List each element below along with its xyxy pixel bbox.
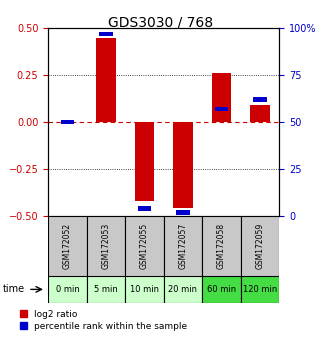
- Bar: [173, 122, 193, 209]
- Bar: [138, 206, 151, 211]
- Text: 10 min: 10 min: [130, 285, 159, 294]
- Text: GSM172057: GSM172057: [178, 223, 187, 269]
- Text: GSM172052: GSM172052: [63, 223, 72, 269]
- FancyBboxPatch shape: [202, 216, 241, 276]
- FancyBboxPatch shape: [125, 216, 164, 276]
- Text: GSM172055: GSM172055: [140, 223, 149, 269]
- Bar: [96, 38, 116, 122]
- Text: time: time: [3, 284, 25, 295]
- FancyBboxPatch shape: [87, 216, 125, 276]
- Text: GSM172053: GSM172053: [101, 223, 110, 269]
- Text: GDS3030 / 768: GDS3030 / 768: [108, 16, 213, 30]
- Legend: log2 ratio, percentile rank within the sample: log2 ratio, percentile rank within the s…: [16, 306, 191, 334]
- Text: 20 min: 20 min: [169, 285, 197, 294]
- Bar: [212, 73, 231, 122]
- Bar: [253, 97, 267, 102]
- Text: 120 min: 120 min: [243, 285, 277, 294]
- FancyBboxPatch shape: [125, 276, 164, 303]
- Bar: [250, 105, 270, 122]
- Text: 5 min: 5 min: [94, 285, 118, 294]
- Bar: [99, 32, 113, 36]
- FancyBboxPatch shape: [48, 276, 87, 303]
- Bar: [215, 107, 228, 112]
- FancyBboxPatch shape: [241, 216, 279, 276]
- FancyBboxPatch shape: [87, 276, 125, 303]
- Text: GSM172058: GSM172058: [217, 223, 226, 269]
- Bar: [61, 120, 74, 125]
- Bar: [135, 122, 154, 201]
- FancyBboxPatch shape: [164, 216, 202, 276]
- FancyBboxPatch shape: [241, 276, 279, 303]
- FancyBboxPatch shape: [202, 276, 241, 303]
- Text: GSM172059: GSM172059: [256, 223, 265, 269]
- FancyBboxPatch shape: [48, 216, 87, 276]
- Text: 0 min: 0 min: [56, 285, 79, 294]
- Text: 60 min: 60 min: [207, 285, 236, 294]
- Bar: [176, 210, 190, 215]
- FancyBboxPatch shape: [164, 276, 202, 303]
